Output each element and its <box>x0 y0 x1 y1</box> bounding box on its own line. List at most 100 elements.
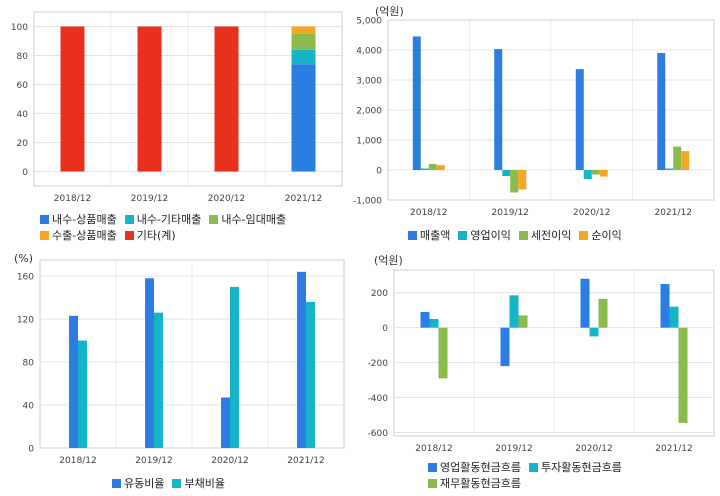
legend-item: 영업활동현금흐름 <box>428 460 521 476</box>
ratio-plot: 0 40 80 120 160 2018/12 2019/12 2020/12 2021/12 <box>17 259 345 466</box>
bar <box>154 312 163 448</box>
plot-frame <box>387 19 715 201</box>
bar <box>291 26 316 34</box>
y-tick-label: 5,000 <box>356 17 382 27</box>
legend-item: 세전이익 <box>518 228 571 244</box>
bar <box>510 170 519 193</box>
bar <box>575 69 584 170</box>
y-tick-label: 0 <box>382 324 388 334</box>
y-tick-label: 160 <box>17 273 34 283</box>
bar <box>583 170 592 179</box>
legend-swatch <box>40 231 49 240</box>
x-tick-label: 2018/12 <box>59 456 96 466</box>
legend-label: 유동비율 <box>124 477 165 490</box>
legend-swatch <box>458 231 468 240</box>
x-tick-label: 2021/12 <box>655 444 692 454</box>
bar <box>673 146 682 170</box>
y-tick-label: 0 <box>376 167 382 177</box>
sales-composition-chart: 0 20 40 60 80 100 2018/12 2019/12 2020/12 2021/12… <box>0 0 360 248</box>
legend-swatch <box>579 231 589 240</box>
y-tick-label: 20 <box>17 139 29 149</box>
y-tick-label: 4,000 <box>356 47 382 57</box>
legend-swatch <box>518 231 528 240</box>
income-chart: (억원) -1,000 0 1,000 2,000 3,000 4,000 5,000 201… <box>353 0 720 248</box>
legend-swatch <box>428 479 437 488</box>
bar <box>518 315 528 328</box>
x-tick-label: 2019/12 <box>131 194 168 204</box>
bar <box>599 170 608 177</box>
bar <box>509 295 519 328</box>
bar <box>681 151 690 170</box>
x-tick-label: 2019/12 <box>135 456 172 466</box>
income-plot: -1,000 0 1,000 2,000 3,000 4,000 5,000 2018/12 2… <box>353 17 715 218</box>
legend-swatch <box>124 215 134 224</box>
bar <box>429 318 439 328</box>
plot-frame <box>39 259 345 449</box>
x-tick-label: 2018/12 <box>410 208 447 218</box>
x-tick-label: 2021/12 <box>655 208 692 218</box>
legend-item: 유동비율 <box>112 476 164 492</box>
bar <box>500 327 510 367</box>
legend-label: 내수-상품매출 <box>52 213 117 226</box>
legend-swatch <box>408 231 417 240</box>
y-tick-label: 120 <box>17 316 34 326</box>
legend-item: 기타(계) <box>124 228 176 244</box>
legend-label: 순이익 <box>591 229 622 242</box>
bar <box>137 26 162 172</box>
legend-item: 내수-임대매출 <box>209 212 286 228</box>
legend-swatch <box>112 479 121 488</box>
legend-label: 수출-상품매출 <box>52 229 117 242</box>
y-tick-label: 200 <box>371 289 388 299</box>
y-tick-label: 0 <box>28 445 34 455</box>
legend-swatch <box>209 215 219 224</box>
cashflow-chart: (억원) -600 -400 -200 0 200 2018/12 2019/12 2020/… <box>360 248 720 496</box>
legend-label: 내수-임대매출 <box>221 213 287 226</box>
bar <box>502 170 511 176</box>
y-tick-label: 80 <box>23 359 35 369</box>
x-tick-label: 2020/12 <box>573 208 610 218</box>
bar <box>669 306 679 328</box>
legend-label: 부채비율 <box>184 477 225 490</box>
legend-item: 내수-상품매출 <box>40 212 117 228</box>
x-tick-label: 2020/12 <box>575 444 612 454</box>
y-tick-label: 1,000 <box>356 137 382 147</box>
legend-label: 영업이익 <box>470 229 511 242</box>
legend-label: 매출액 <box>420 229 451 242</box>
cashflow-unit-label: (억원) <box>374 254 403 267</box>
bar <box>598 298 608 328</box>
y-tick-label: 3,000 <box>356 77 382 87</box>
bar <box>291 33 316 50</box>
x-tick-label: 2018/12 <box>415 444 452 454</box>
bar <box>494 49 503 170</box>
bar <box>518 170 527 190</box>
y-tick-label: 2,000 <box>356 107 382 117</box>
x-tick-label: 2021/12 <box>285 194 322 204</box>
bar <box>412 36 421 170</box>
x-tick-label: 2019/12 <box>495 444 532 454</box>
legend-swatch <box>40 215 49 224</box>
plot-frame <box>33 11 343 187</box>
ratio-chart: (%) 0 40 80 120 160 2018/12 2019/12 2020/12 2021… <box>0 248 360 496</box>
x-tick-label: 2021/12 <box>287 456 324 466</box>
legend-swatch <box>428 463 437 472</box>
bar <box>291 49 316 65</box>
bar <box>660 283 670 328</box>
legend-item: 내수-기타매출 <box>124 212 202 228</box>
legend-label: 투자활동현금흐름 <box>540 461 622 474</box>
y-tick-label: 0 <box>22 168 28 178</box>
legend-label: 내수-기타매출 <box>136 213 202 226</box>
legend-item: 순이익 <box>579 228 622 244</box>
income-legend: 매출액 영업이익 세전이익 순이익 <box>408 228 630 244</box>
bar <box>420 311 430 328</box>
plot-frame <box>393 269 715 437</box>
legend-swatch <box>528 463 538 472</box>
y-tick-label: -400 <box>368 394 389 404</box>
legend-item: 투자활동현금흐름 <box>528 460 622 476</box>
x-tick-label: 2019/12 <box>492 208 529 218</box>
sales-composition-plot: 0 20 40 60 80 100 2018/12 2019/12 2020/12 2021/12 <box>11 11 343 204</box>
y-tick-label: -200 <box>368 359 389 369</box>
legend-item: 재무활동현금흐름 <box>428 476 521 492</box>
bar <box>438 327 448 379</box>
x-tick-label: 2020/12 <box>211 456 248 466</box>
